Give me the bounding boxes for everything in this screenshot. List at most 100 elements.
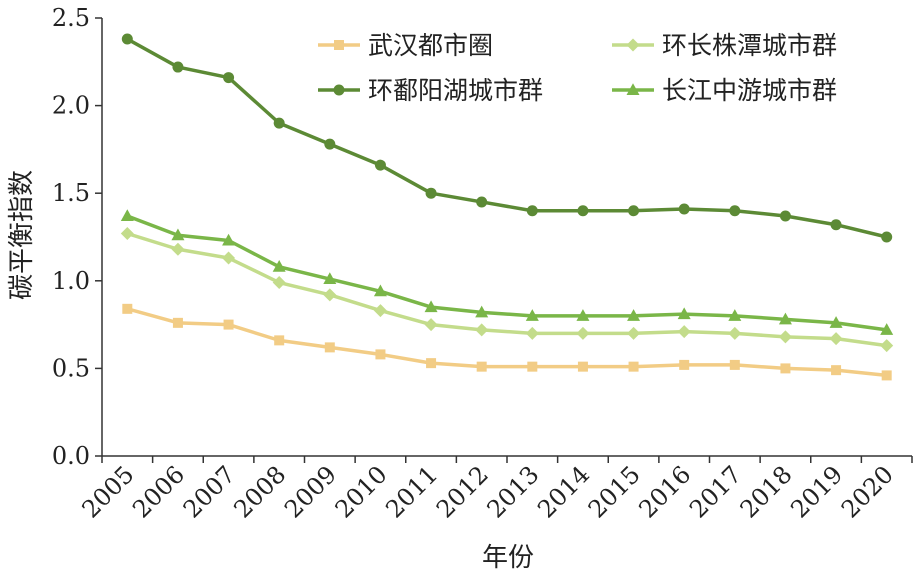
data-point xyxy=(222,233,236,246)
data-point xyxy=(374,159,386,171)
data-point xyxy=(626,83,640,95)
data-point xyxy=(171,228,185,241)
series-3 xyxy=(121,33,893,243)
x-tick-label: 2009 xyxy=(279,460,342,523)
series-line xyxy=(126,214,887,332)
x-tick-label: 2015 xyxy=(583,460,646,523)
data-point xyxy=(475,305,489,318)
data-point xyxy=(274,335,285,346)
legend-label: 环长株潭城市群 xyxy=(662,31,837,60)
series-4 xyxy=(120,209,894,335)
data-point xyxy=(729,205,741,217)
data-point xyxy=(779,210,791,222)
data-point xyxy=(476,196,488,208)
data-point xyxy=(425,187,437,199)
data-point xyxy=(526,205,538,217)
data-point xyxy=(880,339,894,353)
y-tick-label: 0.5 xyxy=(52,354,90,382)
x-tick-label: 2019 xyxy=(785,460,848,523)
data-point xyxy=(476,361,487,372)
data-point xyxy=(273,117,285,129)
y-tick-label: 2.0 xyxy=(52,92,90,120)
data-point xyxy=(121,33,133,45)
x-tick-label: 2008 xyxy=(228,460,291,523)
data-point xyxy=(323,272,337,285)
data-point xyxy=(373,304,387,318)
data-point xyxy=(525,309,539,321)
data-point xyxy=(829,332,843,346)
data-point xyxy=(679,359,690,370)
series-line xyxy=(126,307,887,378)
y-tick-label: 2.5 xyxy=(52,4,90,32)
legend-item: 长江中游城市群 xyxy=(612,76,837,105)
data-point xyxy=(728,326,742,340)
data-point xyxy=(627,309,641,321)
data-point xyxy=(172,61,184,73)
y-tick-label: 1.5 xyxy=(52,179,90,207)
data-point xyxy=(628,361,639,372)
data-point xyxy=(120,226,134,240)
data-point xyxy=(880,323,894,335)
y-tick-label: 1.0 xyxy=(52,267,90,295)
data-point xyxy=(122,303,133,314)
data-point xyxy=(576,326,590,340)
data-point xyxy=(830,219,842,231)
data-point xyxy=(323,288,337,302)
series-1 xyxy=(122,303,892,381)
data-point xyxy=(627,326,641,340)
data-point xyxy=(223,72,235,84)
data-point xyxy=(426,358,437,369)
data-point xyxy=(272,260,286,272)
y-axis-title: 碳平衡指数 xyxy=(7,170,37,300)
data-point xyxy=(222,251,236,265)
data-point xyxy=(333,84,345,96)
data-point xyxy=(424,318,438,332)
data-point xyxy=(677,307,691,320)
data-point xyxy=(324,138,336,150)
data-point xyxy=(881,370,892,381)
data-point xyxy=(527,361,538,372)
legend-label: 武汉都市圈 xyxy=(368,31,493,60)
data-point xyxy=(223,319,234,330)
data-point xyxy=(577,205,589,217)
x-tick-label: 2007 xyxy=(178,460,241,523)
data-point xyxy=(576,309,590,321)
data-point xyxy=(334,40,344,50)
data-point xyxy=(778,330,792,344)
data-point xyxy=(677,325,691,339)
x-tick-label: 2010 xyxy=(330,460,393,523)
legend-item: 环鄱阳湖城市群 xyxy=(318,76,543,105)
data-point xyxy=(172,317,183,328)
x-tick-label: 2006 xyxy=(127,460,190,523)
data-point xyxy=(831,365,842,376)
legend-item: 环长株潭城市群 xyxy=(612,31,837,60)
x-tick-label: 2011 xyxy=(380,460,443,523)
data-point xyxy=(272,276,286,290)
x-tick-label: 2020 xyxy=(836,460,899,523)
data-point xyxy=(525,326,539,340)
legend-label: 长江中游城市群 xyxy=(662,76,837,105)
data-point xyxy=(678,203,690,215)
data-point xyxy=(171,242,185,256)
x-tick-label: 2014 xyxy=(532,460,595,523)
x-axis-title: 年份 xyxy=(482,543,534,573)
data-point xyxy=(729,359,740,370)
data-point xyxy=(120,209,134,221)
data-point xyxy=(375,349,386,360)
data-point xyxy=(475,323,489,337)
x-tick-label: 2017 xyxy=(684,460,747,523)
data-point xyxy=(324,342,335,353)
data-point xyxy=(829,316,843,328)
data-point xyxy=(881,231,893,243)
series-2 xyxy=(120,226,894,353)
legend-label: 环鄱阳湖城市群 xyxy=(368,76,543,105)
series-layer xyxy=(120,33,894,381)
data-point xyxy=(373,284,387,297)
data-point xyxy=(424,300,438,313)
x-tick-label: 2012 xyxy=(431,460,494,523)
series-line xyxy=(126,37,888,239)
y-tick-label: 0.0 xyxy=(52,442,90,470)
data-point xyxy=(626,38,640,52)
